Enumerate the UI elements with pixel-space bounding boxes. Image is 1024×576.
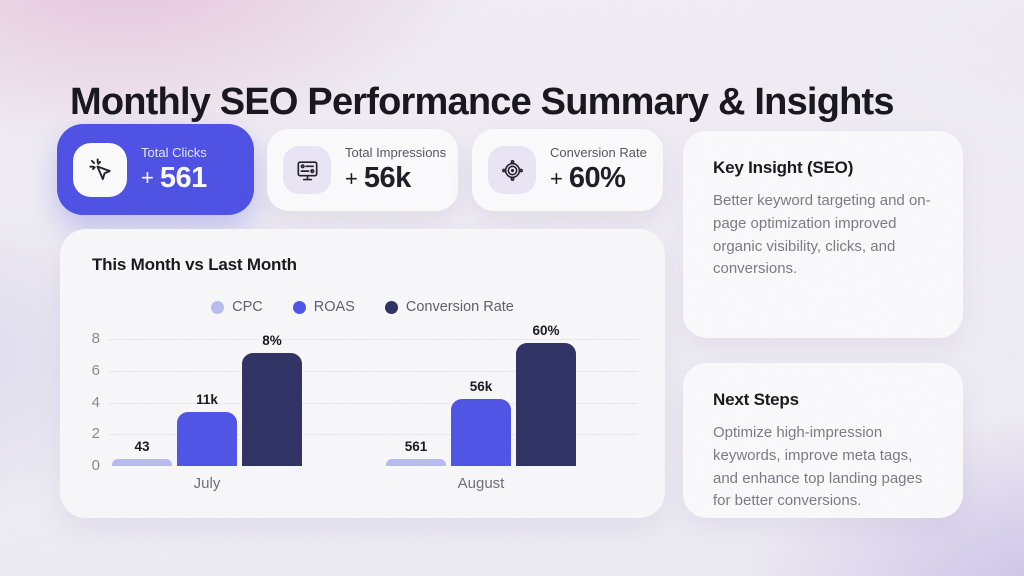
bar-value-label: 11k bbox=[196, 392, 218, 408]
legend-label: Conversion Rate bbox=[405, 299, 514, 315]
stat-label: Total Clicks bbox=[141, 144, 207, 160]
stat-card-total-impressions: Total Impressions + 56k bbox=[267, 129, 458, 211]
y-axis-tick: 4 bbox=[91, 393, 100, 411]
y-axis-tick: 8 bbox=[91, 330, 100, 347]
bar-cpc-august bbox=[386, 458, 446, 466]
bar-value-label: 43 bbox=[134, 438, 150, 454]
plus-sign: + bbox=[345, 165, 358, 191]
key-insight-card: Key Insight (SEO) Better keyword targeti… bbox=[683, 131, 963, 338]
legend-item-2: Conversion Rate bbox=[384, 299, 514, 315]
stat-value: + 56k bbox=[345, 162, 411, 194]
legend-item-0: CPC bbox=[211, 299, 263, 315]
legend-dot bbox=[292, 300, 306, 314]
stat-value: + 561 bbox=[141, 161, 207, 194]
legend-label: CPC bbox=[232, 299, 263, 315]
plus-sign: + bbox=[550, 165, 563, 191]
legend-label: ROAS bbox=[313, 299, 355, 315]
next-steps-title: Next Steps bbox=[713, 390, 799, 409]
x-axis-label-august: August bbox=[457, 475, 505, 492]
page-title: Monthly SEO Performance Summary & Insigh… bbox=[70, 81, 895, 124]
stat-label: Conversion Rate bbox=[550, 145, 647, 160]
legend-dot bbox=[384, 300, 398, 314]
stat-card-conversion-rate: Conversion Rate + 60% bbox=[472, 129, 663, 211]
next-steps-card: Next Steps Optimize high-impression keyw… bbox=[683, 363, 963, 518]
bar-value-label: 561 bbox=[404, 438, 428, 454]
y-axis-tick: 0 bbox=[91, 457, 100, 474]
bar-cpc-july bbox=[112, 458, 172, 466]
impressions-monitor-icon bbox=[283, 146, 331, 194]
bar-value-label: 60% bbox=[532, 322, 560, 338]
legend-item-1: ROAS bbox=[292, 299, 355, 315]
cursor-click-icon bbox=[73, 142, 127, 197]
bar-value-label: 8% bbox=[262, 332, 282, 348]
bar-conversion-rate-august bbox=[516, 343, 576, 466]
y-axis-tick: 6 bbox=[91, 361, 100, 379]
comparison-chart-card: This Month vs Last Month CPC ROAS Conversi… bbox=[60, 229, 665, 518]
key-insight-title: Key Insight (SEO) bbox=[713, 158, 854, 177]
y-axis-tick: 2 bbox=[91, 425, 100, 443]
bar-roas-july bbox=[177, 412, 237, 466]
stat-label: Total Impressions bbox=[345, 145, 447, 160]
bar-value-label: 56k bbox=[469, 379, 493, 395]
plus-sign: + bbox=[141, 165, 154, 190]
target-icon bbox=[488, 146, 536, 194]
bar-conversion-rate-july bbox=[242, 352, 302, 466]
stat-card-total-clicks: Total Clicks + 561 bbox=[57, 124, 254, 215]
gridline bbox=[108, 339, 638, 340]
key-insight-body: Better keyword targeting and on-page opt… bbox=[713, 192, 931, 278]
stat-value: + 60% bbox=[550, 162, 626, 194]
next-steps-body: Optimize high-impression keywords, impro… bbox=[713, 424, 923, 510]
chart-title: This Month vs Last Month bbox=[92, 255, 297, 274]
legend-dot bbox=[211, 300, 225, 314]
chart-legend: CPC ROAS Conversion Rate bbox=[60, 299, 665, 315]
x-axis-label-july: July bbox=[193, 475, 221, 492]
bar-roas-august bbox=[451, 399, 511, 466]
